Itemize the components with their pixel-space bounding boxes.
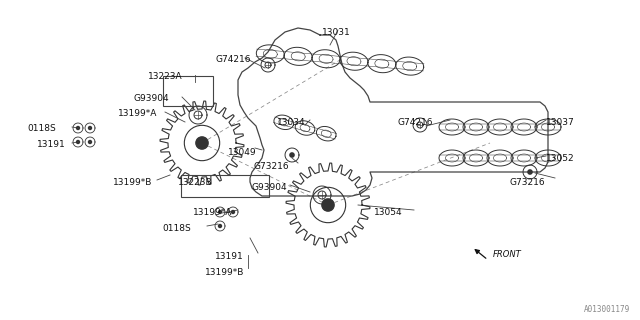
Text: 13191: 13191 — [215, 252, 244, 261]
Text: 0118S: 0118S — [27, 124, 56, 133]
Text: 13037: 13037 — [546, 118, 575, 127]
Circle shape — [322, 199, 334, 211]
Text: 0118S: 0118S — [162, 224, 191, 233]
Text: 13191: 13191 — [37, 140, 66, 149]
Circle shape — [88, 140, 92, 143]
Text: 13199*B: 13199*B — [113, 178, 152, 187]
Circle shape — [218, 225, 221, 228]
Text: G74216: G74216 — [397, 118, 433, 127]
Text: G93904: G93904 — [133, 94, 168, 103]
Text: G93904: G93904 — [251, 183, 287, 192]
Text: 13034: 13034 — [277, 118, 306, 127]
Circle shape — [196, 137, 208, 149]
Text: G73216: G73216 — [510, 178, 546, 187]
Circle shape — [232, 211, 234, 213]
Text: 13223B: 13223B — [178, 178, 212, 187]
Text: 13052: 13052 — [546, 154, 575, 163]
Circle shape — [290, 153, 294, 157]
Text: 13199*A: 13199*A — [118, 109, 157, 118]
Circle shape — [77, 140, 79, 143]
Text: 13199*A: 13199*A — [193, 208, 232, 217]
Text: 13199*B: 13199*B — [205, 268, 244, 277]
Text: 13031: 13031 — [322, 28, 351, 37]
Circle shape — [528, 170, 532, 174]
Text: A013001179: A013001179 — [584, 305, 630, 314]
Text: 13054: 13054 — [374, 208, 403, 217]
Circle shape — [218, 211, 221, 213]
Bar — [181, 175, 269, 197]
Text: FRONT: FRONT — [493, 250, 522, 259]
Text: 13049: 13049 — [228, 148, 257, 157]
Text: 13223A: 13223A — [148, 72, 182, 81]
Text: G73216: G73216 — [254, 162, 290, 171]
Bar — [163, 76, 213, 106]
Circle shape — [88, 126, 92, 130]
Text: G74216: G74216 — [215, 55, 250, 64]
Circle shape — [77, 126, 79, 130]
